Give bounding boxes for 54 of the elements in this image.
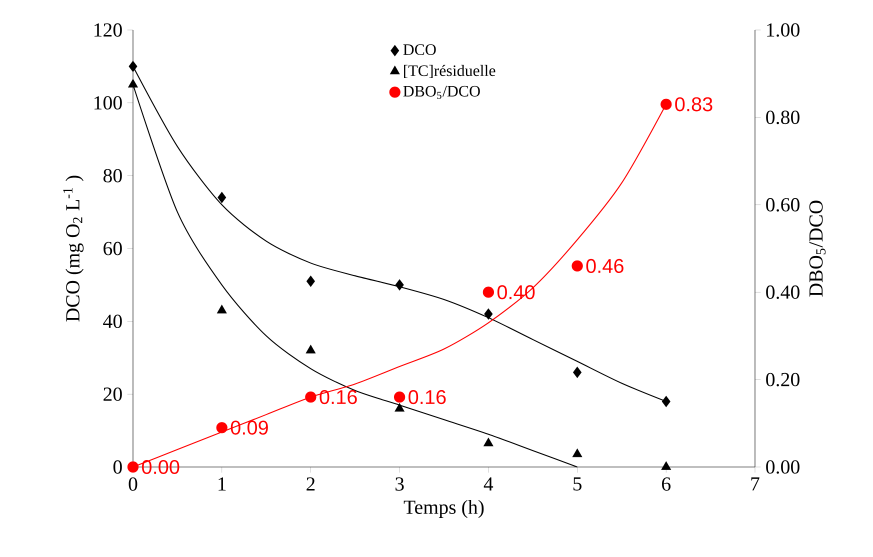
legend-label: [TC]résiduelle <box>404 64 496 78</box>
point <box>216 422 228 434</box>
legend-label: DBO$_{5}$/DCO <box>403 86 480 99</box>
y-tick-label: 40 <box>103 314 122 328</box>
y2-tick-label: 0.80 <box>766 110 800 124</box>
data-label: 0.00 <box>142 460 180 474</box>
y2-tick-label: 1.00 <box>767 23 800 37</box>
point <box>573 366 582 378</box>
y-tick-label: 100 <box>94 96 122 110</box>
y2-tick-label: 0.20 <box>766 372 800 386</box>
x-tick-label: 7 <box>751 477 760 490</box>
y-tick-label: 80 <box>103 168 122 182</box>
point <box>216 304 227 314</box>
point <box>395 279 404 290</box>
y-tick-label: 120 <box>94 23 122 37</box>
point <box>484 308 493 320</box>
y2-tick-label: 0.40 <box>766 285 800 299</box>
point <box>394 392 406 403</box>
point <box>306 344 316 354</box>
data-label: 0.83 <box>675 97 712 112</box>
point <box>394 403 404 412</box>
data-label: 0.16 <box>320 390 357 404</box>
x-axis-title: Temps (h) <box>404 500 484 518</box>
point <box>482 286 494 298</box>
point <box>484 438 494 446</box>
y-tick-label: 0 <box>113 460 122 474</box>
x-tick-label: 6 <box>662 477 671 491</box>
point <box>218 192 226 204</box>
x-tick-label: 5 <box>573 477 582 491</box>
y-axis-title: DCO (mg O$_{2}$ L$^{-1}$ ) <box>63 176 84 322</box>
x-tick-label: 2 <box>306 477 315 491</box>
data-label: 0.09 <box>230 420 268 435</box>
point <box>127 461 139 473</box>
point <box>660 98 672 110</box>
point <box>661 461 672 470</box>
y2-tick-label: 0.00 <box>766 460 800 474</box>
point <box>306 276 315 287</box>
y2-tick-label: 0.60 <box>766 198 800 212</box>
point <box>572 260 583 272</box>
point <box>305 392 316 403</box>
data-label: 0.46 <box>586 258 624 274</box>
legend-label: DCO <box>403 44 436 56</box>
y-tick-label: 20 <box>104 387 122 401</box>
x-tick-label: 4 <box>484 477 494 490</box>
y-tick-label: 60 <box>104 242 122 256</box>
data-label: 0.16 <box>408 390 446 404</box>
x-tick-label: 0 <box>128 477 138 491</box>
x-tick-label: 3 <box>396 477 404 491</box>
y2-axis-title: DBO$_{5}$/DCO <box>809 200 826 297</box>
x-tick-label: 1 <box>218 477 226 491</box>
point <box>572 448 582 458</box>
point <box>662 396 670 408</box>
point <box>128 79 138 88</box>
point <box>128 60 138 72</box>
